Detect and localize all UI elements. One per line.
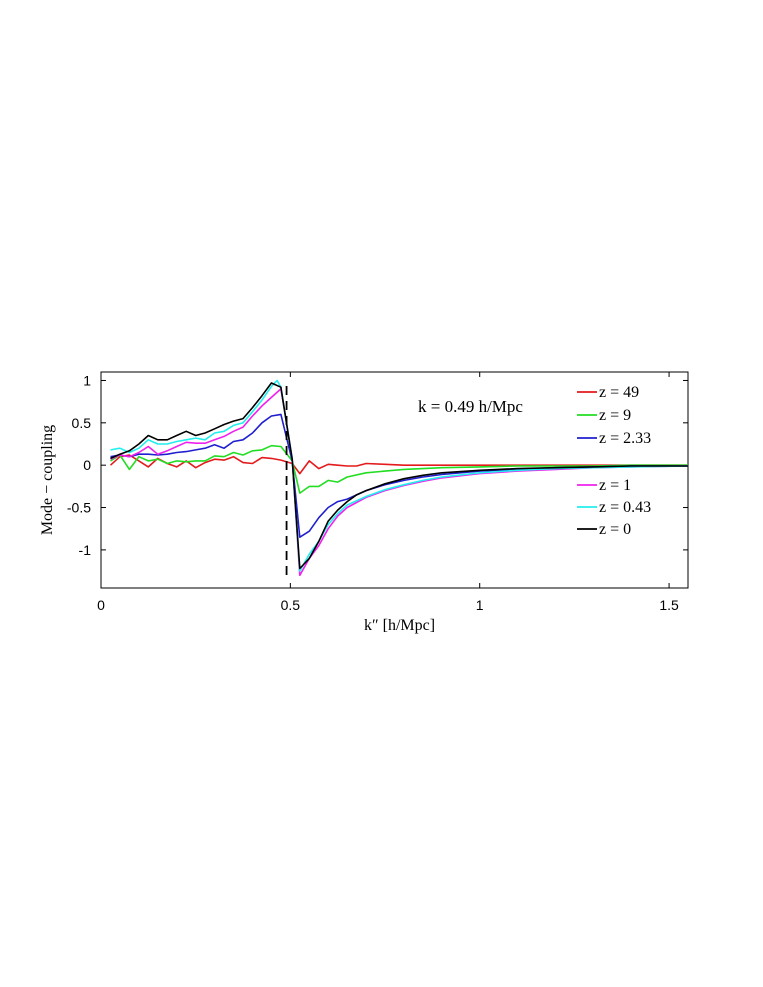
- y-tick-label: 1: [83, 372, 91, 388]
- legend: z = 49 z = 9 z = 2.33 z = 1 z = 0.43 z = 0: [577, 384, 651, 538]
- series-line-z49: [109, 454, 688, 475]
- y-tick-label: 0: [83, 457, 91, 473]
- y-tick-label: -1: [79, 542, 92, 558]
- series-line-z0_43: [110, 379, 689, 572]
- y-axis-label: Mode − coupling: [39, 425, 56, 535]
- x-tick-label: 1: [476, 597, 484, 613]
- y-tick-label: -0.5: [67, 500, 91, 516]
- axis-ticks: 0 0.5 1 1.5 -1 -0.5 0 0.5 1: [67, 372, 688, 613]
- plot-frame: [100, 371, 689, 589]
- x-tick-label: 1.5: [659, 597, 679, 613]
- legend-label: z = 9: [599, 407, 631, 424]
- series-line-z9: [110, 444, 688, 494]
- legend-label: z = 0.43: [599, 499, 651, 516]
- annotation-k-value: k = 0.49 h/Mpc: [418, 397, 523, 416]
- legend-label: z = 49: [599, 384, 639, 401]
- x-tick-label: 0: [97, 597, 105, 613]
- legend-label: z = 1: [599, 477, 631, 494]
- x-tick-label: 0.5: [281, 597, 301, 613]
- series-line-z2_33: [110, 413, 688, 539]
- legend-label: z = 2.33: [599, 430, 651, 447]
- legend-label: z = 0: [599, 521, 631, 538]
- y-tick-label: 0.5: [72, 415, 92, 431]
- series-layer: [109, 379, 689, 577]
- x-axis-label: k″ [h/Mpc]: [364, 617, 435, 634]
